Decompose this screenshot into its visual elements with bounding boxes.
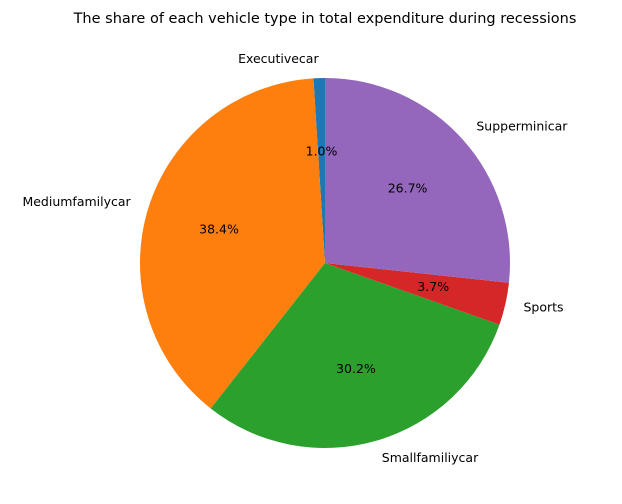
slice-label-supperminicar: Supperminicar: [476, 118, 568, 133]
percent-label-supperminicar: 26.7%: [388, 180, 428, 195]
pie-slice-labels: Executivecar Mediumfamilycar Smallfamiliyc…: [22, 51, 568, 465]
slice-label-executivecar: Executivecar: [238, 51, 319, 66]
percent-label-smallfamiliycar: 30.2%: [336, 361, 376, 376]
slice-label-mediumfamilycar: Mediumfamilycar: [22, 194, 131, 209]
pie-slice-smallfamiliycar: [210, 263, 500, 448]
pie-slices: [140, 78, 510, 448]
pie-slice-executivecar: [313, 78, 325, 263]
percent-label-sports: 3.7%: [417, 279, 449, 294]
pie-percent-labels: 1.0% 38.4% 30.2% 3.7% 26.7%: [199, 144, 449, 377]
chart-title: The share of each vehicle type in total …: [73, 11, 577, 27]
pie-slice-mediumfamilycar: [140, 78, 325, 409]
pie-slice-supperminicar: [325, 78, 510, 283]
percent-label-executivecar: 1.0%: [306, 144, 338, 159]
pie-slice-sports: [325, 263, 509, 325]
slice-label-sports: Sports: [523, 300, 563, 315]
slice-label-smallfamiliycar: Smallfamiliycar: [382, 450, 479, 465]
percent-label-mediumfamilycar: 38.4%: [199, 222, 239, 237]
